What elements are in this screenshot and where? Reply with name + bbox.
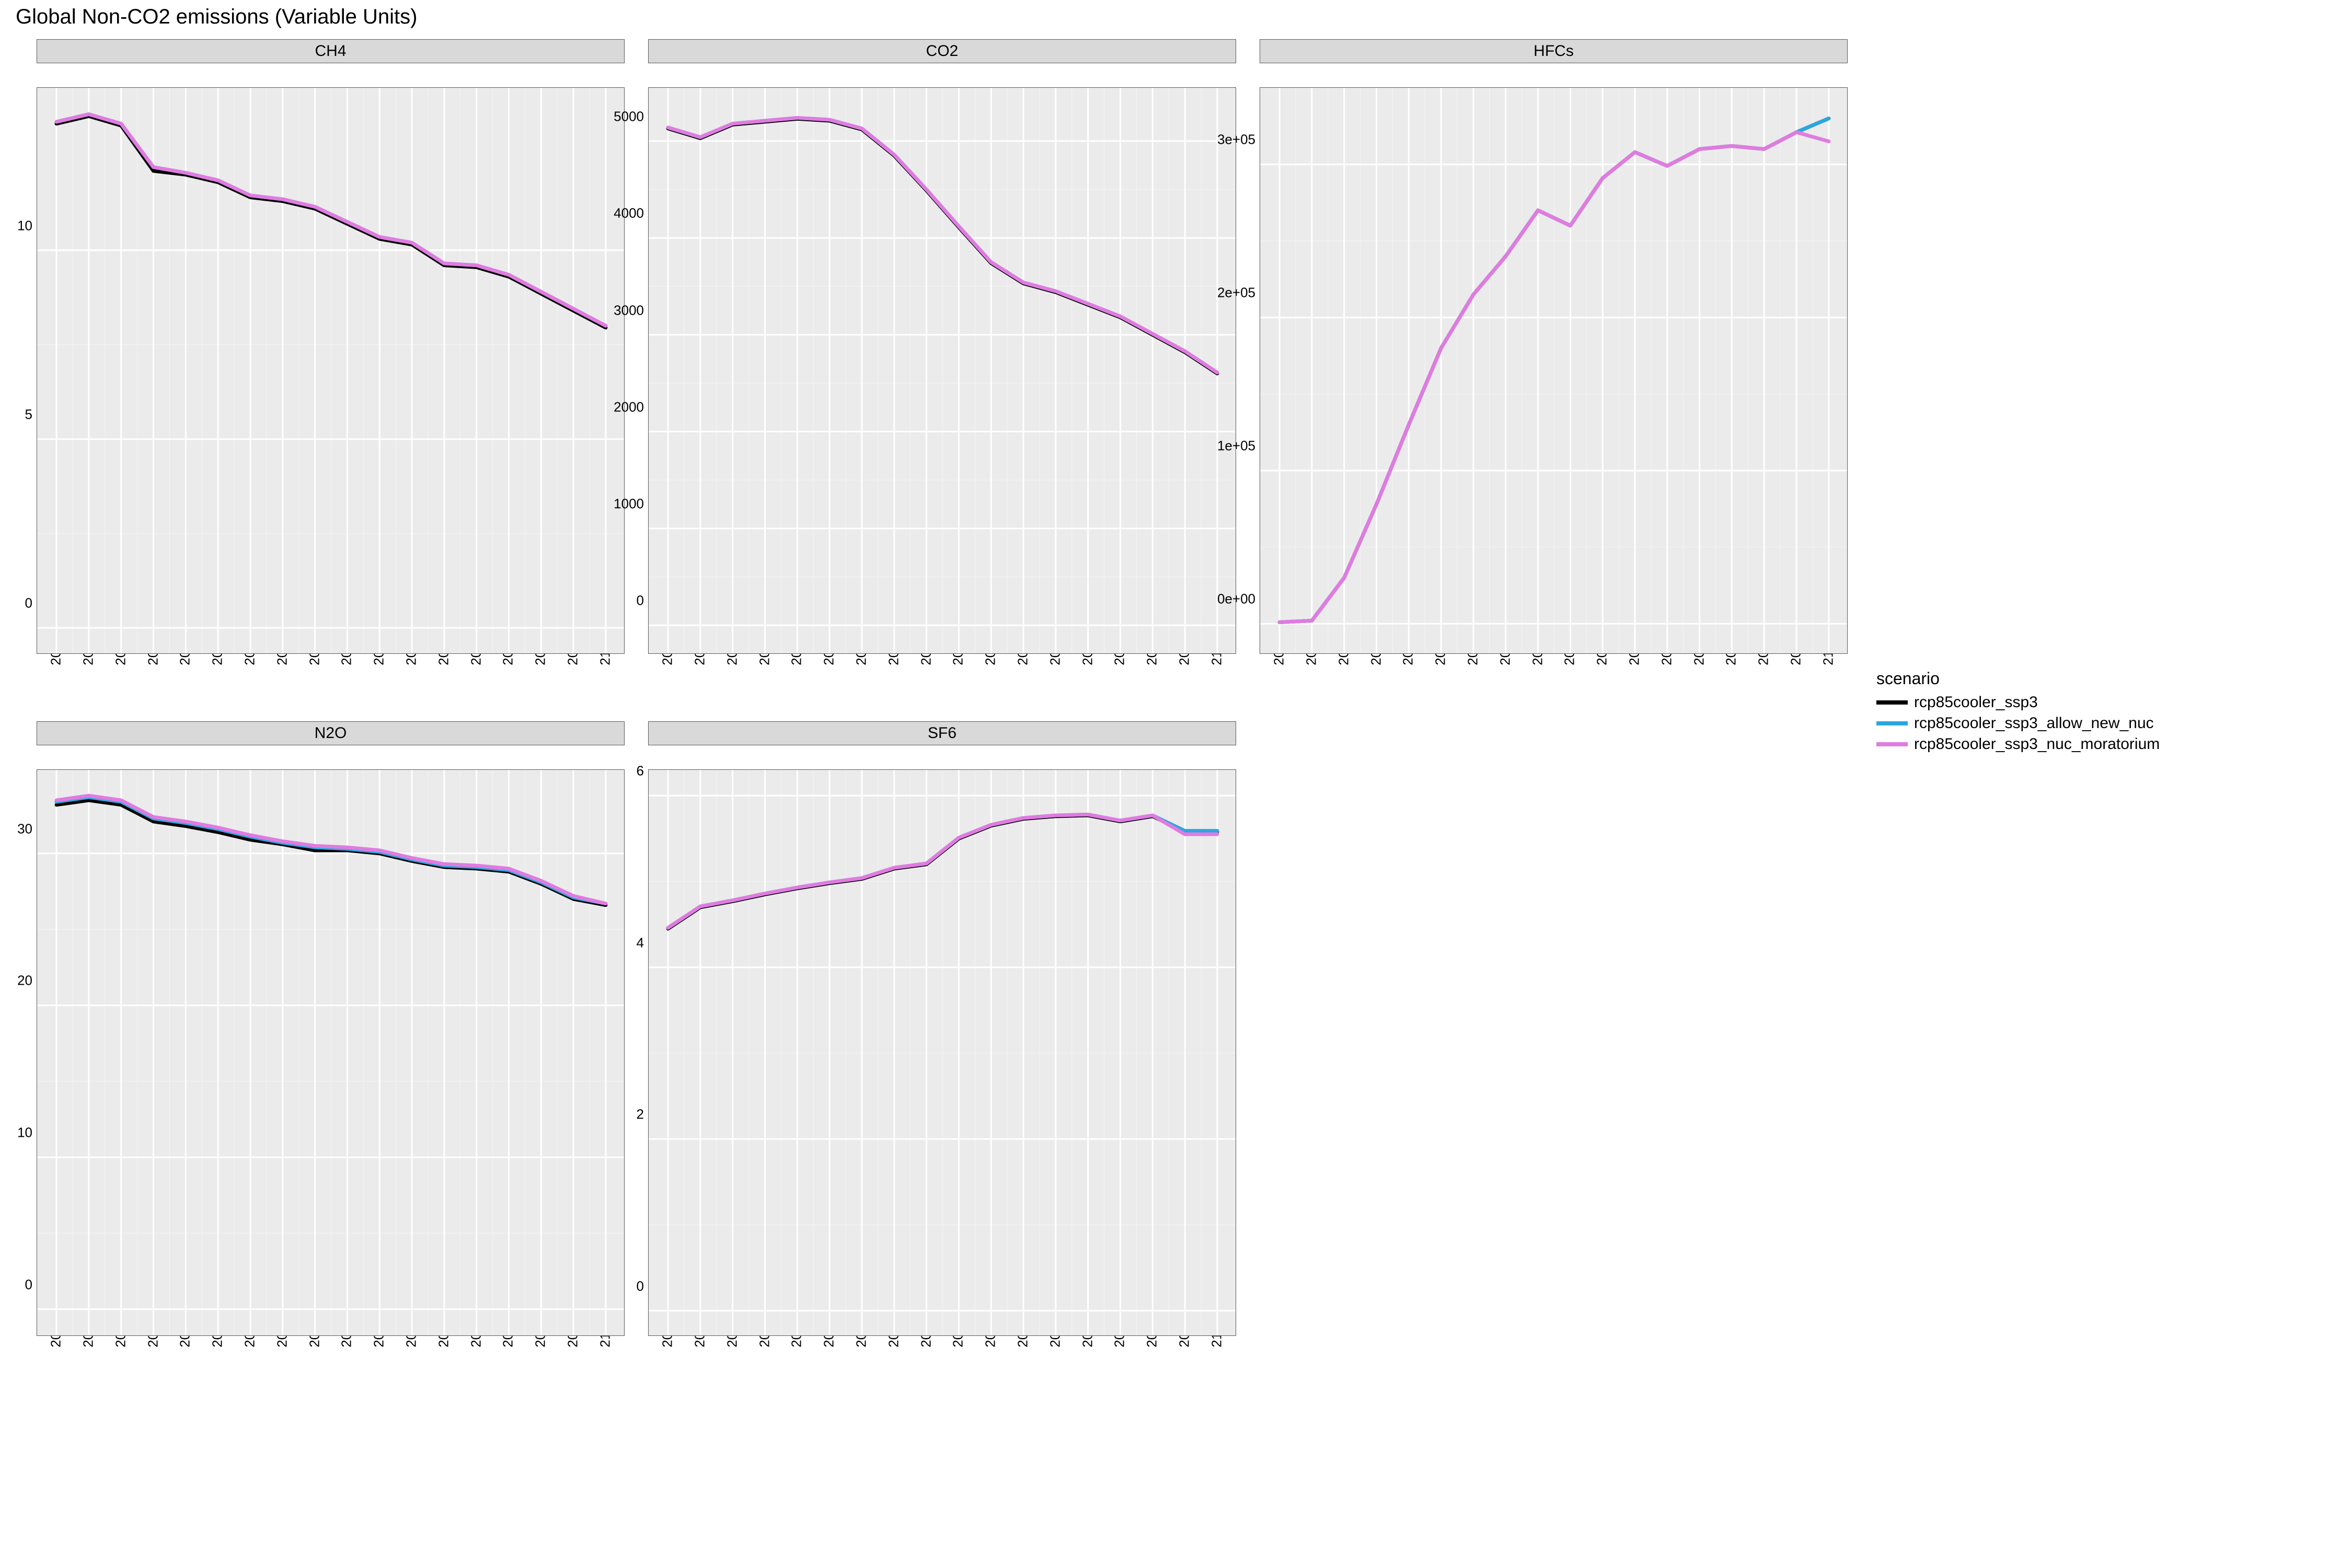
plot-svg [649, 770, 1236, 1336]
panel-plot [1260, 87, 1848, 654]
y-tick-label: 5000 [614, 108, 644, 124]
panel-plot [37, 769, 625, 1336]
panel-strip: SF6 [648, 721, 1236, 745]
legend-swatch [1876, 700, 1908, 705]
y-tick-label: 0 [637, 1278, 644, 1294]
y-tick-label: 5 [25, 407, 32, 423]
panel-CH4: CH40510201520202025203020352040204520502… [37, 39, 625, 630]
legend-item: rcp85cooler_ssp3_allow_new_nuc [1876, 714, 2160, 732]
y-tick-label: 10 [17, 1125, 32, 1141]
panel-strip: N2O [37, 721, 625, 745]
panel-CO2: CO20100020003000400050002015202020252030… [648, 39, 1236, 630]
panel-N2O: N2O0102030201520202025203020352040204520… [37, 721, 625, 1312]
legend-items: rcp85cooler_ssp3 rcp85cooler_ssp3_allow_n… [1876, 694, 2160, 753]
legend-label: rcp85cooler_ssp3 [1914, 694, 2038, 711]
y-tick-label: 0 [25, 1276, 32, 1293]
figure-root: Global Non-CO2 emissions (Variable Units… [0, 0, 2352, 1568]
panel-strip: HFCs [1260, 39, 1848, 63]
y-tick-label: 3e+05 [1217, 132, 1255, 148]
y-tick-label: 20 [17, 973, 32, 989]
panel-HFCs: HFCs0e+001e+052e+053e+052015202020252030… [1260, 39, 1848, 630]
plot-svg [649, 88, 1236, 654]
panel-SF6: SF60246201520202025203020352040204520502… [648, 721, 1236, 1312]
legend-item: rcp85cooler_ssp3 [1876, 694, 2160, 711]
y-tick-label: 3000 [614, 302, 644, 318]
y-tick-label: 0e+00 [1217, 591, 1255, 607]
plot-svg [1260, 88, 1848, 654]
y-tick-label: 10 [17, 217, 32, 234]
panel-plot [648, 87, 1236, 654]
legend-label: rcp85cooler_ssp3_allow_new_nuc [1914, 714, 2154, 732]
legend-swatch [1876, 721, 1908, 725]
y-tick-label: 0 [25, 595, 32, 612]
y-tick-label: 4 [637, 935, 644, 951]
y-tick-label: 1000 [614, 496, 644, 512]
legend-swatch [1876, 742, 1908, 746]
legend-label: rcp85cooler_ssp3_nuc_moratorium [1914, 735, 2160, 753]
panel-plot [37, 87, 625, 654]
y-tick-label: 30 [17, 821, 32, 837]
figure-title: Global Non-CO2 emissions (Variable Units… [16, 5, 417, 29]
legend-item: rcp85cooler_ssp3_nuc_moratorium [1876, 735, 2160, 753]
y-tick-label: 6 [637, 763, 644, 779]
y-tick-label: 2000 [614, 399, 644, 415]
plot-svg [37, 88, 625, 654]
y-tick-label: 4000 [614, 205, 644, 222]
panel-strip: CH4 [37, 39, 625, 63]
y-tick-label: 1e+05 [1217, 438, 1255, 454]
y-tick-label: 2e+05 [1217, 285, 1255, 301]
panel-strip: CO2 [648, 39, 1236, 63]
legend: scenario rcp85cooler_ssp3rcp85cooler_ssp… [1876, 669, 2160, 756]
panel-plot [648, 769, 1236, 1336]
plot-svg [37, 770, 625, 1336]
y-tick-label: 0 [637, 593, 644, 609]
y-tick-label: 2 [637, 1106, 644, 1123]
legend-title: scenario [1876, 669, 2160, 688]
